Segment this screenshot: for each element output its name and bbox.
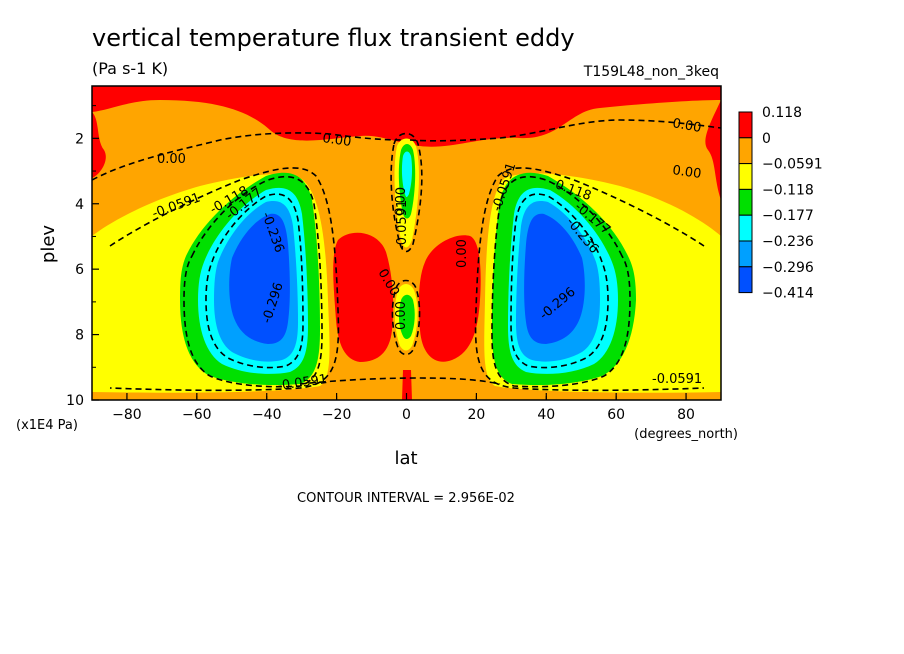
x-axis: −80 −60 −40 −20 0 20 40 60 80 bbox=[112, 393, 695, 423]
y-tick-label: 4 bbox=[75, 197, 84, 213]
y-tick-label: 6 bbox=[75, 262, 84, 278]
contour-line-south-2 bbox=[183, 176, 323, 388]
contour-label: 0.00 bbox=[455, 239, 470, 268]
legend-label: −0.0591 bbox=[762, 157, 823, 173]
red-right-edge bbox=[705, 100, 721, 200]
contour-line-south-1 bbox=[109, 167, 340, 392]
legend-label: −0.236 bbox=[762, 234, 814, 250]
y-axis-units: (x1E4 Pa) bbox=[16, 418, 78, 433]
legend-swatch bbox=[738, 214, 753, 242]
green-equator-lower bbox=[398, 294, 415, 339]
x-tick-label: 40 bbox=[537, 407, 555, 423]
contour-label: 0.00 bbox=[394, 301, 409, 330]
legend-label: 0 bbox=[762, 131, 771, 147]
legend-label: −0.118 bbox=[762, 182, 814, 198]
y-tick-label: 10 bbox=[66, 393, 84, 409]
y-axis: 2 4 6 8 10 bbox=[66, 105, 99, 409]
contour-line-zero-top-right bbox=[409, 119, 721, 142]
contour-line-north-2 bbox=[491, 176, 631, 388]
y-tick-label: 8 bbox=[75, 328, 84, 344]
chart-title: vertical temperature flux transient eddy bbox=[92, 24, 575, 52]
x-tick-label: −80 bbox=[112, 407, 142, 423]
legend-swatch bbox=[738, 240, 753, 268]
red-south-lobe bbox=[333, 232, 394, 362]
red-left-edge bbox=[92, 112, 106, 178]
contour-label: -0.0591 bbox=[276, 372, 328, 394]
legend-swatch bbox=[738, 163, 753, 190]
x-tick-label: −40 bbox=[252, 407, 282, 423]
red-north-lobe bbox=[418, 235, 481, 362]
legend-label: −0.177 bbox=[762, 208, 814, 224]
contour-line-equator-upper bbox=[390, 132, 423, 253]
contour-label: 0.00 bbox=[671, 116, 702, 136]
legend-swatch bbox=[738, 188, 753, 216]
y-tick-label: 2 bbox=[75, 131, 84, 147]
contour-label: -0.0591 bbox=[652, 372, 702, 387]
x-tick-label: 0 bbox=[402, 407, 411, 423]
contour-label: 0.00 bbox=[671, 163, 702, 182]
legend-swatch bbox=[738, 266, 753, 294]
contour-interval-note: CONTOUR INTERVAL = 2.956E-02 bbox=[297, 491, 515, 506]
contour-label: 0.00 bbox=[321, 131, 352, 150]
contour-line-zero-top bbox=[92, 132, 405, 181]
contour-field bbox=[92, 86, 721, 400]
x-tick-label: 60 bbox=[607, 407, 625, 423]
blue-south-core bbox=[229, 213, 290, 344]
contour-line-north-1 bbox=[474, 167, 705, 392]
x-tick-label: 20 bbox=[467, 407, 485, 423]
x-tick-label: −60 bbox=[182, 407, 212, 423]
legend-label: 0.118 bbox=[762, 105, 802, 121]
run-label: T159L48_non_3keq bbox=[583, 64, 719, 80]
legend-swatch bbox=[738, 111, 753, 139]
x-axis-units: (degrees_north) bbox=[634, 427, 738, 442]
contour-label: -0.0591 bbox=[395, 200, 410, 250]
y-axis-label: plev bbox=[38, 225, 59, 264]
contour-label: 0.00 bbox=[393, 187, 409, 216]
blue-north-core bbox=[524, 213, 585, 344]
red-stratosphere-band bbox=[92, 86, 721, 147]
contour-line-north-3 bbox=[510, 193, 609, 369]
legend-label: −0.414 bbox=[762, 286, 814, 302]
contour-line-bottom bbox=[299, 377, 501, 385]
x-tick-label: 80 bbox=[677, 407, 695, 423]
x-tick-label: −20 bbox=[322, 407, 352, 423]
chart-subtitle: (Pa s-1 K) bbox=[92, 59, 168, 78]
cyan-equator-upper bbox=[401, 151, 413, 197]
contour-lines bbox=[92, 119, 721, 392]
contour-line-south-3 bbox=[205, 193, 304, 369]
x-axis-label: lat bbox=[394, 448, 417, 469]
legend-swatch bbox=[738, 137, 753, 165]
color-legend: 0.118 0 −0.0591 −0.118 −0.177 −0.236 −0.296 −0.… bbox=[738, 105, 823, 302]
legend-label: −0.296 bbox=[762, 260, 814, 276]
contour-label: 0.00 bbox=[157, 152, 186, 167]
